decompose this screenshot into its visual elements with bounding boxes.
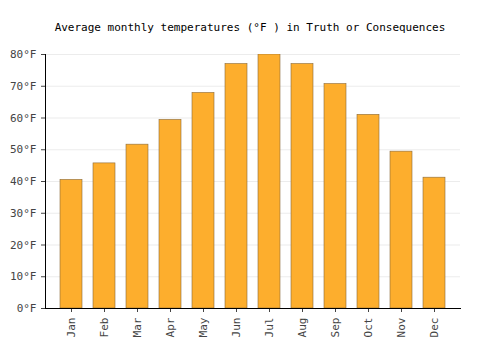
svg-text:Mar: Mar [131, 317, 144, 337]
svg-text:Feb: Feb [98, 318, 111, 338]
svg-text:0°F: 0°F [17, 302, 37, 315]
svg-text:Jan: Jan [65, 318, 78, 338]
svg-text:Sep: Sep [329, 318, 342, 338]
svg-text:80°F: 80°F [10, 48, 37, 61]
svg-text:Jul: Jul [263, 318, 276, 338]
svg-text:40°F: 40°F [10, 175, 37, 188]
svg-text:Oct: Oct [362, 318, 375, 338]
svg-text:Nov: Nov [395, 317, 408, 337]
svg-text:Dec: Dec [428, 318, 441, 338]
svg-text:70°F: 70°F [10, 80, 37, 93]
svg-text:Jun: Jun [230, 318, 243, 338]
html-text:Average monthly temperatures (: Average monthly temperatures (°F ) in Tr… [54, 21, 446, 34]
svg-text:Apr: Apr [164, 317, 177, 337]
svg-text:May: May [197, 317, 210, 337]
svg-text:Aug: Aug [296, 318, 309, 338]
svg-text:10°F: 10°F [10, 270, 37, 283]
svg-text:30°F: 30°F [10, 207, 37, 220]
svg-text:50°F: 50°F [10, 143, 37, 156]
svg-text:60°F: 60°F [10, 112, 37, 125]
svg-text:20°F: 20°F [10, 239, 37, 252]
